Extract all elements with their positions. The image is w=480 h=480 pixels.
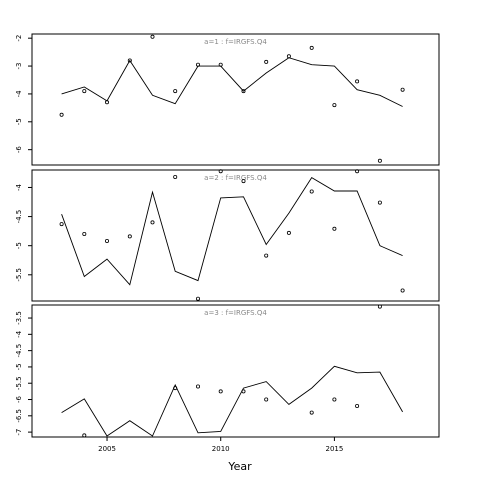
y-tick-label: -4 [15, 183, 23, 191]
observed-point [82, 433, 87, 438]
observed-point [173, 89, 178, 94]
observed-point [150, 34, 155, 39]
x-tick-label: 2010 [212, 445, 230, 453]
observed-point [286, 54, 291, 59]
observed-point [264, 59, 269, 64]
x-tick-label: 2015 [325, 445, 343, 453]
observed-point [82, 231, 87, 236]
panel-title: a=2 : f=IRGFS.Q4 [204, 174, 267, 182]
observed-point [377, 158, 382, 163]
observed-point [355, 79, 360, 84]
y-tick-label: -4.5 [15, 344, 23, 358]
observed-point [173, 386, 178, 391]
observed-point [377, 200, 382, 205]
x-axis-title: Year [227, 460, 252, 473]
panel-3: a=3 : f=IRGFS.Q4 -3.5 -4 -4.5 -5 -5.5 -6 -6.5 -7 [15, 304, 440, 438]
observed-point [355, 403, 360, 408]
observed-point [309, 45, 314, 50]
y-tick-label: -5 [15, 363, 23, 370]
y-tick-label: -6.5 [15, 409, 23, 423]
observed-point [400, 87, 405, 92]
fitted-line [61, 176, 403, 286]
panel-1: a=1 : f=IRGFS.Q4 -2 -3 -4 -5 -6 [15, 33, 440, 166]
observed-point [377, 304, 382, 309]
panel-frame [31, 169, 440, 302]
observed-point [218, 389, 223, 394]
observed-point [195, 384, 200, 389]
observed-point [264, 253, 269, 258]
observed-point [241, 179, 246, 184]
observed-point [264, 397, 269, 402]
observed-point [309, 410, 314, 415]
panel-frame [31, 33, 440, 166]
observed-point [355, 169, 360, 174]
observed-point [195, 296, 200, 301]
observed-point [105, 238, 110, 243]
x-tick-label: 2005 [98, 445, 116, 453]
panel-2: a=2 : f=IRGFS.Q4 -4 -4.5 -5 -5.5 [15, 169, 440, 302]
y-tick-label: -4 [15, 90, 23, 98]
panel-title: a=1 : f=IRGFS.Q4 [204, 38, 267, 46]
observed-point [105, 100, 110, 105]
panels-group: a=1 : f=IRGFS.Q4 -2 -3 -4 -5 -6 a=2 : f=IRGFS.… [15, 33, 440, 438]
y-tick-label: -2 [15, 35, 23, 42]
y-tick-label: -6 [15, 395, 23, 403]
observed-point [332, 397, 337, 402]
fitted-line [61, 365, 403, 437]
y-tick-label: -3.5 [15, 311, 23, 325]
y-tick-label: -5.5 [15, 376, 23, 390]
observed-point [59, 222, 64, 227]
observed-point [332, 226, 337, 231]
observed-point [173, 174, 178, 179]
observed-point [59, 112, 64, 117]
y-tick-label: -5.5 [15, 268, 23, 282]
observed-point [127, 58, 132, 63]
y-tick-label: -3 [15, 63, 23, 70]
x-axis: 2005 2010 2015 [98, 437, 343, 453]
y-tick-label: -6 [15, 146, 23, 154]
panel-title: a=3 : f=IRGFS.Q4 [204, 309, 267, 317]
y-tick-label: -7 [15, 429, 23, 436]
observed-point [195, 62, 200, 67]
y-tick-label: -5 [15, 242, 23, 249]
fitted-line [61, 57, 403, 107]
observed-point [82, 89, 87, 94]
y-tick-label: -4.5 [15, 210, 23, 224]
panel-frame [31, 304, 440, 438]
y-tick-label: -4 [15, 330, 23, 338]
observed-point [241, 389, 246, 394]
observed-point [286, 230, 291, 235]
observed-point [400, 288, 405, 293]
observed-point [127, 234, 132, 239]
observed-point [150, 220, 155, 225]
y-tick-label: -5 [15, 118, 23, 125]
observed-point [309, 189, 314, 194]
observed-point [218, 169, 223, 174]
observed-point [332, 103, 337, 108]
observed-point [241, 89, 246, 94]
observed-point [218, 62, 223, 67]
